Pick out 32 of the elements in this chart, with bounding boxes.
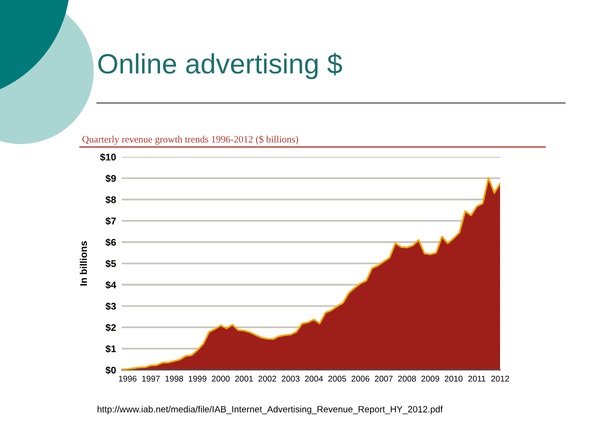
x-tick-label: 1998 bbox=[166, 376, 184, 382]
y-tick-label: $2 bbox=[106, 324, 116, 332]
x-tick-label: 2001 bbox=[235, 376, 253, 382]
x-tick-label: 2010 bbox=[444, 376, 463, 382]
y-tick-label: $6 bbox=[106, 238, 116, 246]
y-tick-label: $5 bbox=[106, 260, 116, 268]
y-tick-label: $7 bbox=[106, 217, 116, 226]
x-tick-label: 2004 bbox=[305, 376, 323, 382]
x-tick-label: 2012 bbox=[491, 376, 509, 382]
y-axis-title: In billions bbox=[80, 241, 87, 286]
x-tick-label: 2009 bbox=[421, 376, 440, 382]
x-tick-label: 2011 bbox=[468, 376, 486, 382]
x-tick-label: 1997 bbox=[142, 376, 160, 382]
x-tick-label: 1999 bbox=[188, 376, 206, 382]
y-tick-label: $1 bbox=[106, 344, 116, 353]
x-tick-label: 2007 bbox=[374, 376, 393, 382]
x-tick-label: 2006 bbox=[352, 376, 370, 382]
y-tick-label: $4 bbox=[106, 281, 116, 289]
x-tick-label: 1996 bbox=[118, 376, 136, 382]
x-tick-label: 2002 bbox=[258, 376, 276, 382]
x-tick-label: 2008 bbox=[398, 376, 416, 382]
y-tick-label: $3 bbox=[106, 302, 116, 310]
x-tick-label: 2005 bbox=[328, 376, 346, 382]
chart-title: Online advertising $ bbox=[98, 52, 342, 80]
y-tick-label: $8 bbox=[106, 196, 116, 204]
y-tick-label: $10 bbox=[100, 153, 116, 162]
x-tick-label: 2000 bbox=[212, 376, 230, 382]
text: http://www.iab.net/media/file/IAB_Internet_Advertising_Revenue_Report_HY_2012.pdf bbox=[98, 406, 443, 414]
chart-subtitle: Quarterly revenue growth trends 1996-2012 ($ billions) bbox=[82, 135, 298, 145]
y-tick-label: $9 bbox=[106, 174, 116, 182]
y-tick-label: $0 bbox=[106, 366, 116, 374]
x-tick-label: 2003 bbox=[282, 376, 300, 382]
